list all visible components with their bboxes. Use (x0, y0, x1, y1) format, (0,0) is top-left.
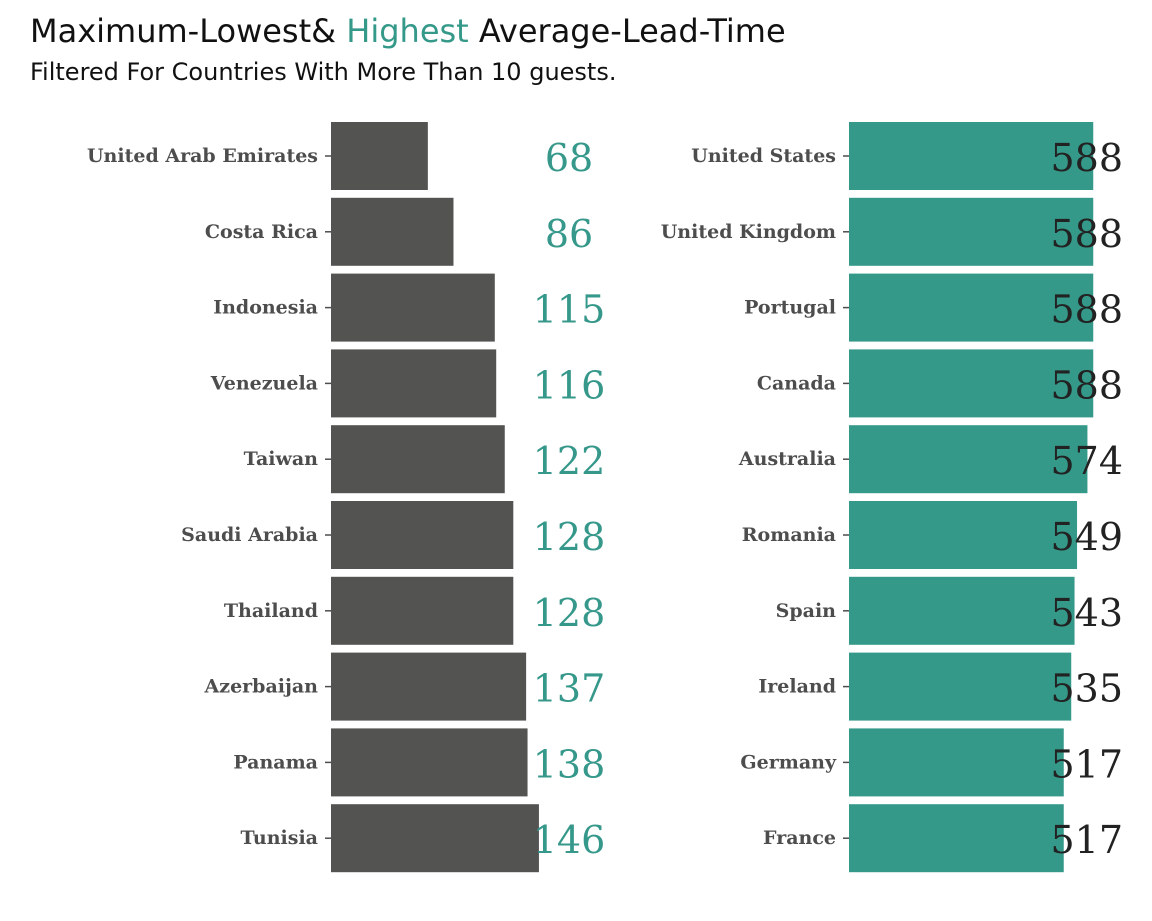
left-bar (331, 576, 514, 645)
right-value-label: 549 (1050, 515, 1123, 559)
right-category-label: Ireland (758, 676, 836, 698)
left-category-label: Venezuela (210, 372, 318, 394)
right-value-label: 588 (1050, 363, 1123, 407)
left-bar (331, 501, 514, 569)
left-value-label: 86 (545, 212, 593, 256)
right-value-label: 588 (1050, 136, 1123, 180)
left-bar (331, 652, 527, 721)
right-category-label: Canada (757, 372, 836, 394)
left-value-label: 116 (533, 363, 606, 407)
right-value-label: 517 (1050, 742, 1123, 786)
left-value-label: 128 (533, 515, 606, 559)
title-highlight: Highest (346, 12, 469, 50)
right-category-label: United States (691, 145, 836, 167)
left-bar (331, 349, 497, 418)
chart-subtitle: Filtered For Countries With More Than 10… (30, 58, 617, 86)
left-bar (331, 804, 539, 873)
left-bar-chart: United Arab Emirates 68 Costa Rica 86 Indone… (87, 122, 606, 873)
right-bar (849, 349, 1094, 418)
left-bar (331, 197, 454, 266)
right-bar (849, 728, 1064, 797)
right-category-label: United Kingdom (661, 221, 836, 243)
right-bar-chart: United States 588 United Kingdom 588 Portuga… (661, 122, 1123, 873)
right-category-label: France (763, 827, 836, 849)
right-bar (849, 652, 1072, 721)
right-bar (849, 425, 1088, 494)
right-bar (849, 501, 1078, 569)
left-category-label: United Arab Emirates (87, 145, 318, 167)
left-category-label: Azerbaijan (204, 676, 319, 698)
right-value-label: 517 (1050, 818, 1123, 862)
left-value-label: 138 (533, 742, 606, 786)
left-category-label: Panama (233, 751, 318, 773)
right-bar (849, 197, 1094, 266)
left-category-label: Costa Rica (205, 221, 318, 243)
right-category-label: Romania (742, 524, 836, 546)
left-bar (331, 425, 505, 494)
left-category-label: Tunisia (241, 827, 318, 849)
left-value-label: 146 (533, 818, 606, 862)
left-value-label: 115 (533, 288, 606, 332)
left-value-label: 137 (533, 667, 606, 711)
right-category-label: Germany (740, 751, 837, 773)
right-value-label: 588 (1050, 288, 1123, 332)
left-category-label: Saudi Arabia (181, 524, 318, 546)
chart-title: Maximum-Lowest& Highest Average-Lead-Tim… (30, 12, 786, 50)
left-category-label: Taiwan (244, 448, 319, 470)
left-value-label: 128 (533, 591, 606, 635)
right-category-label: Australia (738, 448, 836, 470)
right-value-label: 574 (1050, 439, 1123, 483)
left-category-label: Indonesia (213, 297, 318, 319)
right-value-label: 588 (1050, 212, 1123, 256)
right-bar (849, 576, 1075, 645)
right-category-label: Portugal (744, 297, 836, 319)
left-bar (331, 728, 528, 797)
left-bar (331, 122, 428, 190)
left-category-label: Thailand (224, 600, 318, 622)
left-bar (331, 273, 495, 342)
left-value-label: 122 (533, 439, 606, 483)
title-part-2: Average-Lead-Time (468, 12, 786, 50)
title-part-1: Maximum-Lowest& (30, 12, 347, 50)
right-bar (849, 273, 1094, 342)
right-value-label: 535 (1050, 667, 1123, 711)
right-bar (849, 804, 1064, 873)
right-value-label: 543 (1050, 591, 1123, 635)
left-value-label: 68 (545, 136, 593, 180)
right-category-label: Spain (776, 600, 837, 622)
right-bar (849, 122, 1094, 190)
